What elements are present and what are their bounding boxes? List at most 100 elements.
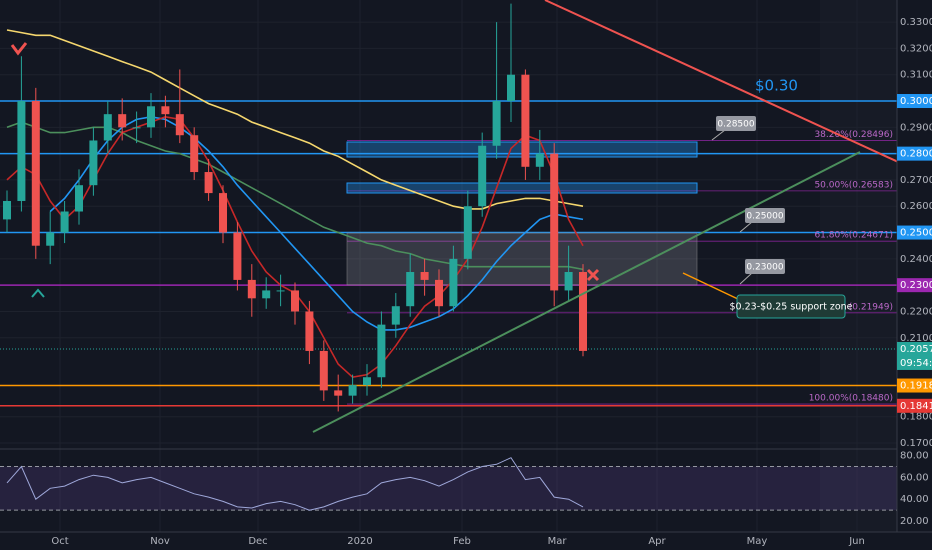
x-tick-label: Feb [453, 536, 471, 547]
moving-average [6, 121, 584, 271]
candle-body [579, 272, 587, 351]
countdown-text: 09:54:25 [900, 358, 932, 369]
candle-body [31, 101, 40, 246]
price-axis [897, 0, 932, 550]
x-tick-label: 2020 [347, 536, 372, 547]
level-badge [897, 225, 932, 240]
candle-body [161, 106, 170, 115]
support-box [346, 232, 698, 286]
candle-body [262, 290, 271, 299]
candle-body [305, 311, 314, 351]
candle-body [435, 279, 443, 307]
candle-body [478, 145, 487, 207]
candle-body [550, 153, 559, 291]
callout-pointer [711, 129, 726, 141]
candle-body [17, 101, 26, 201]
candle-body [75, 185, 83, 212]
candle-body [521, 74, 530, 167]
rsi-line [6, 457, 584, 511]
rsi-tick-label: 60.00 [900, 472, 929, 483]
candle-body [190, 135, 199, 173]
x-tick-label: Mar [548, 536, 568, 547]
callout-text: 0.23000 [746, 263, 783, 273]
candle-body [89, 140, 98, 186]
level-badge [897, 398, 932, 413]
callout-pointer [739, 272, 753, 285]
candle-body [103, 114, 112, 141]
callout-text: $0.23-$0.25 support zone [730, 302, 853, 313]
level-badge-text: 0.23000 [900, 280, 932, 291]
candle-body [334, 390, 343, 396]
plot: 38.20%(0.28496) 50.00%(0.26583) 61.80%(0.2… [3, 3, 893, 511]
candle-body [276, 290, 285, 292]
fib-label: (0.21949) [849, 302, 893, 312]
level-badge [897, 94, 932, 109]
candle-body [3, 200, 11, 220]
candle-body [247, 279, 256, 299]
future-zone [820, 0, 897, 532]
callout-text: 0.28500 [717, 120, 754, 130]
candle-body [233, 232, 242, 280]
level-badge [897, 378, 932, 393]
candle-body [348, 385, 357, 396]
last-price-text: 0.20575 [900, 344, 932, 355]
candle-body [132, 127, 141, 129]
level-badge-text: 0.19185 [900, 381, 932, 392]
candle-body [219, 193, 227, 233]
resistance-box [346, 182, 698, 194]
sell-marker [10, 42, 28, 56]
x-tick-label: Jun [848, 536, 865, 547]
last-price-badge [897, 341, 932, 370]
callout-pointer [682, 272, 741, 301]
candle-body [507, 74, 515, 102]
overlay: 0.28500 0.25000 0.23000 $0.23-$0.25 supp… [10, 0, 921, 433]
candle-body [319, 350, 328, 391]
candle-body [420, 272, 429, 280]
candle-body [175, 114, 184, 136]
candle-body [391, 306, 400, 325]
rsi-tick-label: 20.00 [900, 516, 929, 527]
x-marker [586, 268, 600, 282]
candle-body [46, 232, 55, 246]
level-badge-text: 0.25000 [900, 228, 932, 239]
grid [0, 0, 897, 532]
rsi-tick-label: 40.00 [900, 494, 929, 505]
moving-average [6, 29, 584, 210]
moving-average [49, 115, 584, 331]
trendline [544, 0, 921, 173]
x-tick-label: May [747, 536, 768, 547]
candle-body [449, 258, 458, 307]
fib-label: 38.20%(0.28496) [814, 130, 893, 140]
callout-pointer [739, 221, 753, 233]
callout [716, 116, 756, 131]
buy-marker [31, 288, 45, 298]
x-tick-label: Dec [248, 536, 267, 547]
x-tick-label: Nov [150, 536, 170, 547]
candle-body [535, 153, 544, 167]
rsi-tick-label: 80.00 [900, 451, 929, 462]
x-tick-label: Oct [51, 536, 68, 547]
candle-body [291, 290, 299, 312]
candle-body [564, 272, 573, 291]
candle-body [147, 106, 155, 128]
x-tick-label: Apr [648, 536, 666, 547]
trendline [312, 151, 861, 433]
fib-label: 100.00%(0.18480) [809, 394, 893, 404]
rsi-band [0, 466, 897, 511]
callout [736, 294, 846, 319]
price-note: $0.30 [755, 77, 798, 95]
candle-body [118, 114, 127, 128]
candle-body [60, 211, 69, 233]
